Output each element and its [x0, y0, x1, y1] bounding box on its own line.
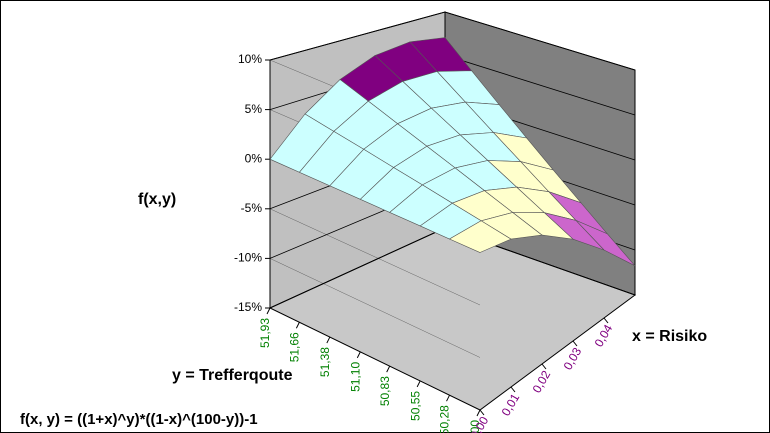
y-tick-label: 50,55 — [408, 391, 422, 421]
y-tick-label: 51,66 — [288, 332, 302, 362]
y-tick-label: 51,10 — [348, 362, 362, 392]
z-tick-label: 5% — [245, 102, 263, 116]
plot-area: -15% -10% -5% 0% 5% 10% 50,00 50,28 50,55 50,83 51… — [234, 11, 637, 433]
x-tick — [603, 317, 609, 324]
z-tick-label: -15% — [234, 300, 262, 314]
y-tick — [326, 336, 331, 344]
y-tick — [266, 307, 271, 315]
y-tick — [476, 409, 481, 417]
x-tick — [541, 363, 547, 370]
z-axis-label: f(x,y) — [138, 191, 176, 208]
y-axis-label: y = Trefferqoute — [172, 367, 293, 384]
z-tick-label: -5% — [241, 201, 263, 215]
y-tick-label: 50,83 — [378, 376, 392, 406]
x-tick — [572, 340, 578, 347]
y-tick — [386, 365, 391, 373]
z-tick-label: 10% — [238, 52, 262, 66]
z-tick-label: 0% — [245, 151, 263, 165]
x-tick — [510, 386, 516, 393]
y-tick-label: 51,93 — [258, 318, 272, 348]
grid-line — [269, 258, 481, 358]
y-tick-label: 51,38 — [318, 347, 332, 377]
x-axis-label: x = Risiko — [632, 328, 707, 345]
y-tick — [416, 380, 421, 388]
y-tick-label: 50,28 — [438, 405, 452, 433]
y-tick — [295, 322, 300, 329]
formula-annotation: f(x, y) = ((1+x)^y)*((1-x)^(100-y))-1 — [20, 411, 258, 428]
y-tick — [446, 394, 450, 402]
z-tick-label: -10% — [234, 251, 262, 265]
grid-line — [269, 307, 481, 411]
grid-line — [269, 208, 481, 306]
x-tick — [479, 409, 485, 416]
y-tick — [356, 351, 361, 359]
surface-patch — [448, 220, 512, 253]
y-tick-label: 50,00 — [468, 420, 482, 433]
grid-line — [269, 11, 636, 71]
